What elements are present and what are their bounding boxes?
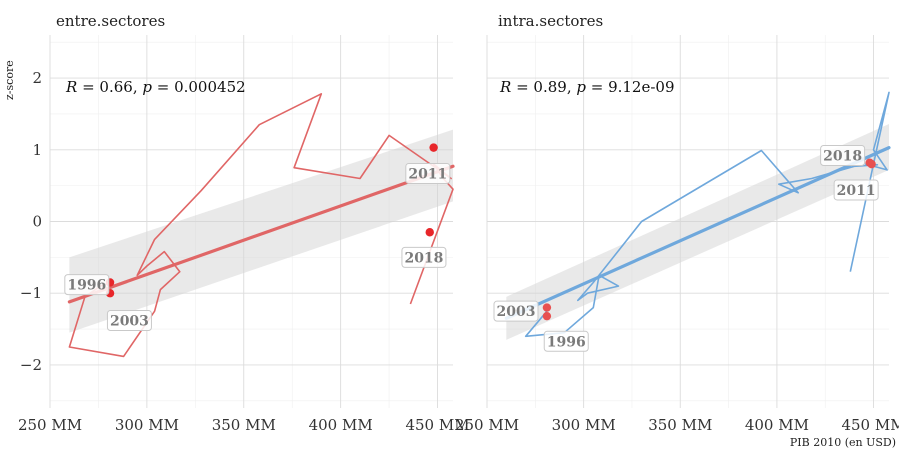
x-tick-label: 450 MM	[405, 416, 469, 434]
year-label-box	[833, 179, 879, 201]
x-ticks-intra-sectores: 250 MM 300 MM 350 MM 400 MM 450 MM	[455, 416, 899, 434]
year-label-box	[64, 274, 110, 296]
x-tick-label: 350 MM	[648, 416, 712, 434]
points-intra-sectores	[542, 158, 876, 321]
x-tick-label: 350 MM	[212, 416, 276, 434]
x-tick-label: 400 MM	[745, 416, 809, 434]
year-label: 2003	[110, 313, 149, 329]
fit-line	[504, 146, 891, 320]
x-tick-label: 450 MM	[841, 416, 899, 434]
y-ticks: −2 −1 0 1 2	[20, 69, 42, 374]
panel-title-intra-sectores: intra.sectores	[498, 12, 603, 30]
year-label: 2018	[404, 250, 443, 266]
fit-line	[67, 164, 455, 304]
confidence-band	[69, 129, 453, 333]
x-tick-label: 250 MM	[455, 416, 519, 434]
year-label-box	[405, 162, 451, 184]
year-label: 1996	[67, 278, 106, 294]
data-point	[542, 303, 552, 312]
stat-intra-sectores: R = 0.89, p = 9.12e-09	[499, 78, 675, 96]
x-ticks-entre-sectores: 250 MM 300 MM 350 MM 400 MM 450 MM	[18, 416, 470, 434]
y-tick-label: 1	[32, 141, 42, 159]
year-label-box	[106, 309, 152, 331]
y-tick-label: 0	[32, 213, 42, 231]
year-label: 2011	[837, 183, 876, 199]
fit-line-intra-sectores	[504, 146, 891, 320]
data-point	[867, 159, 876, 169]
year-label: 1996	[547, 334, 586, 350]
trajectory-intra-sectores	[524, 91, 890, 338]
x-tick-label: 400 MM	[309, 416, 373, 434]
stat-entre-sectores: R = 0.66, p = 0.000452	[65, 78, 246, 96]
trajectory-line	[524, 91, 890, 338]
year-labels-intra-sectores: 2003 1996 2018 2011	[493, 145, 879, 352]
fit-line-entre-sectores	[67, 164, 455, 304]
year-label-box	[401, 246, 447, 268]
x-tick-label: 250 MM	[18, 416, 82, 434]
panel-title-entre-sectores: entre.sectores	[56, 12, 165, 30]
y-tick-label: −1	[20, 284, 42, 302]
x-axis-label: PIB 2010 (en USD)	[790, 436, 896, 449]
year-label-box	[543, 330, 589, 352]
confidence-band-entre-sectores	[69, 129, 453, 333]
data-point	[542, 311, 552, 321]
data-point	[429, 143, 438, 152]
year-label-box	[493, 300, 539, 322]
year-labels-entre-sectores: 1996 2003 2011 2018	[64, 162, 451, 331]
y-tick-label: 2	[32, 69, 42, 87]
year-label: 2018	[823, 149, 862, 165]
panel-intra-sectores: intra.sectores 2003 1996 2018 2011 R = 0.89…	[455, 12, 899, 434]
data-point	[425, 228, 434, 237]
panel-entre-sectores: entre.sectores 1996 2003 2011 2018 R = 0.66…	[18, 12, 470, 434]
x-tick-label: 300 MM	[115, 416, 179, 434]
y-axis-label: z-score	[3, 60, 16, 100]
year-label: 2011	[408, 166, 447, 182]
year-label: 2003	[497, 304, 536, 320]
year-label-box	[820, 145, 866, 167]
x-tick-label: 300 MM	[552, 416, 616, 434]
y-tick-label: −2	[20, 356, 42, 374]
